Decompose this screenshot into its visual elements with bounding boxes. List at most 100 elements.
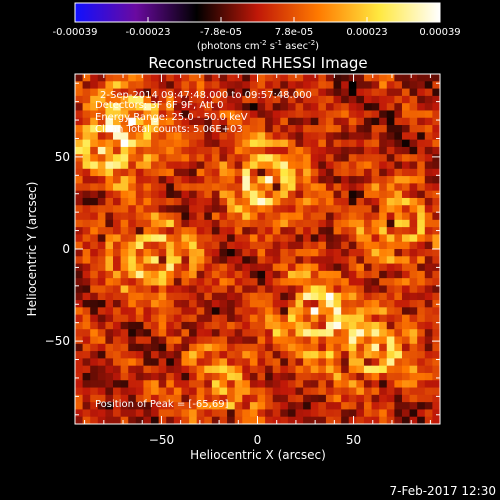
heatmap-cell xyxy=(151,227,160,235)
heatmap-cell xyxy=(424,249,433,257)
heatmap-cell xyxy=(120,329,129,337)
heatmap-cell xyxy=(295,88,304,97)
heatmap-cell xyxy=(265,190,274,199)
heatmap-cell xyxy=(135,307,144,316)
heatmap-cell xyxy=(386,139,395,148)
heatmap-cell xyxy=(432,95,440,104)
heatmap-cell xyxy=(379,168,388,177)
heatmap-cell xyxy=(234,154,243,162)
heatmap-cell xyxy=(166,249,175,257)
heatmap-cell xyxy=(173,212,182,221)
heatmap-cell xyxy=(173,168,182,177)
heatmap-cell xyxy=(105,132,114,141)
heatmap-cell xyxy=(417,183,426,192)
heatmap-cell xyxy=(173,321,182,330)
heatmap-cell xyxy=(371,329,380,337)
heatmap-cell xyxy=(166,212,175,221)
heatmap-cell xyxy=(135,81,144,89)
heatmap-cell xyxy=(211,394,220,403)
heatmap-cell xyxy=(280,132,289,141)
heatmap-cell xyxy=(424,256,433,264)
heatmap-cell xyxy=(265,205,274,213)
heatmap-cell xyxy=(303,81,312,89)
heatmap-cell xyxy=(219,81,228,89)
heatmap-cell xyxy=(280,197,289,206)
heatmap-cell xyxy=(128,351,137,359)
heatmap-cell xyxy=(135,161,144,170)
colorbar-gradient xyxy=(75,3,440,22)
heatmap-cell xyxy=(181,256,190,264)
heatmap-cell xyxy=(303,212,312,221)
heatmap-cell xyxy=(401,278,410,286)
heatmap-cell xyxy=(386,132,395,141)
heatmap-cell xyxy=(303,307,312,316)
heatmap-cell xyxy=(356,365,365,374)
heatmap-cell xyxy=(128,176,137,184)
heatmap-cell xyxy=(424,183,433,192)
heatmap-cell xyxy=(287,249,296,257)
heatmap-cell xyxy=(371,372,380,381)
heatmap-cell xyxy=(363,81,372,89)
heatmap-cell xyxy=(249,190,258,199)
heatmap-cell xyxy=(242,117,251,126)
heatmap-cell xyxy=(75,256,83,264)
heatmap-cell xyxy=(363,227,372,235)
heatmap-cell xyxy=(173,372,182,381)
heatmap-cell xyxy=(363,372,372,381)
heatmap-cell xyxy=(227,321,236,330)
heatmap-cell xyxy=(166,307,175,316)
heatmap-cell xyxy=(105,168,114,177)
heatmap-cell xyxy=(204,125,213,133)
heatmap-cell xyxy=(394,263,403,272)
heatmap-cell xyxy=(394,351,403,359)
heatmap-cell xyxy=(242,394,251,403)
heatmap-cell xyxy=(401,416,410,424)
heatmap-cell xyxy=(386,168,395,177)
heatmap-cell xyxy=(432,358,440,367)
heatmap-cell xyxy=(97,314,106,323)
heatmap-cell xyxy=(318,270,327,279)
heatmap-cell xyxy=(295,81,304,89)
heatmap-cell xyxy=(120,168,129,177)
heatmap-cell xyxy=(113,263,122,272)
heatmap-cell xyxy=(432,161,440,170)
heatmap-cell xyxy=(151,234,160,243)
heatmap-cell xyxy=(394,234,403,243)
heatmap-cell xyxy=(371,190,380,199)
heatmap-cell xyxy=(151,336,160,345)
heatmap-cell xyxy=(135,183,144,192)
heatmap-cell xyxy=(151,394,160,403)
heatmap-cell xyxy=(401,88,410,97)
heatmap-cell xyxy=(379,81,388,89)
heatmap-cell xyxy=(348,139,357,148)
heatmap-cell xyxy=(325,176,334,184)
heatmap-cell xyxy=(363,95,372,104)
heatmap-cell xyxy=(97,307,106,316)
heatmap-cell xyxy=(120,365,129,374)
heatmap-cell xyxy=(424,329,433,337)
heatmap-cell xyxy=(204,416,213,424)
heatmap-cell xyxy=(181,358,190,367)
heatmap-cell xyxy=(401,314,410,323)
heatmap-cell xyxy=(333,372,342,381)
heatmap-cell xyxy=(82,314,91,323)
heatmap-cell xyxy=(219,103,228,111)
heatmap-cell xyxy=(143,88,152,97)
heatmap-cell xyxy=(105,219,114,228)
heatmap-cell xyxy=(409,110,418,119)
heatmap-cell xyxy=(401,394,410,403)
heatmap-cell xyxy=(379,227,388,235)
heatmap-cell xyxy=(303,321,312,330)
heatmap-cell xyxy=(219,249,228,257)
heatmap-cell xyxy=(173,402,182,410)
heatmap-cell xyxy=(128,343,137,352)
heatmap-cell xyxy=(287,387,296,396)
heatmap-cell xyxy=(401,409,410,418)
heatmap-cell xyxy=(189,387,198,396)
heatmap-cell xyxy=(82,387,91,396)
heatmap-cell xyxy=(265,358,274,367)
heatmap-cell xyxy=(113,110,122,119)
heatmap-cell xyxy=(371,416,380,424)
heatmap-cell xyxy=(310,329,319,337)
heatmap-cell xyxy=(97,197,106,206)
